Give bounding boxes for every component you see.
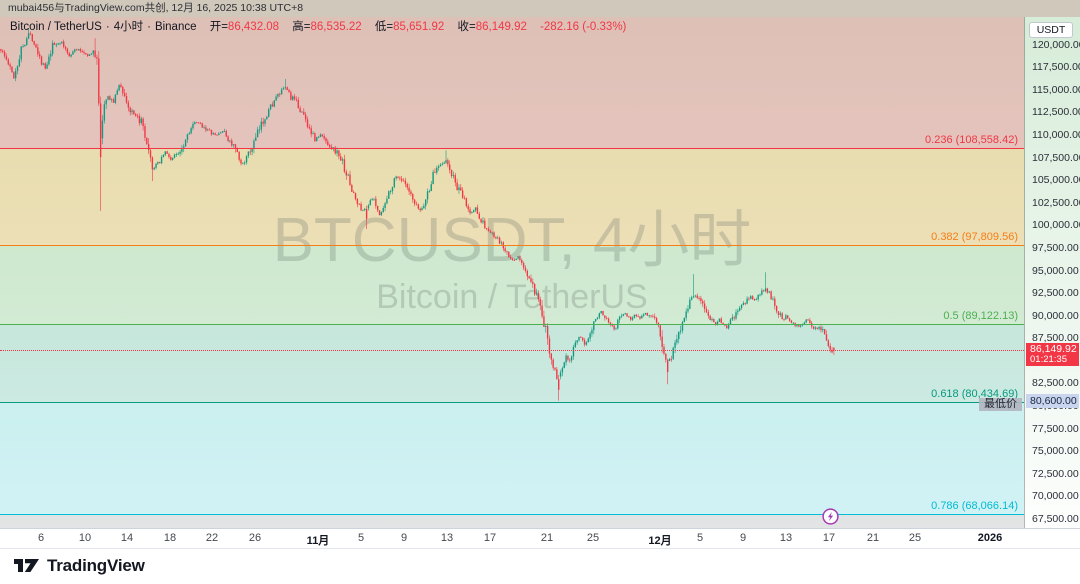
lightning-event-icon[interactable] [822,508,839,525]
fib-zone-0 [0,17,1024,149]
legend-interval: 4小时 [113,21,144,33]
currency-label: USDT [1029,22,1073,38]
price-tick: 105,000.00 [1032,174,1080,187]
price-tick: 70,000.00 [1032,490,1079,503]
price-tick: 120,000.00 [1032,38,1080,51]
price-tick: 67,500.00 [1032,512,1079,525]
time-tick-14: 14 [120,532,134,544]
fib-line-0.236[interactable] [0,148,1024,150]
last-price-badge: 86,149.92 01:21:35 [1026,343,1079,367]
price-tick: 117,500.00 [1032,61,1080,74]
price-tick: 90,000.00 [1032,309,1079,322]
bar-countdown: 01:21:35 [1030,354,1067,366]
price-tick: 95,000.00 [1032,264,1079,277]
legend-symbol: Bitcoin / TetherUS [10,21,102,33]
attribution-bar: mubai456与TradingView.com共创, 12月 16, 2025… [0,0,1080,17]
legend-close: 收=86,149.92 [457,21,527,33]
chart-area: BTCUSDT, 4小时 Bitcoin / TetherUS 0.236 (1… [0,17,1080,528]
time-tick-12月: 12月 [648,535,672,547]
price-tick: 87,500.00 [1032,332,1079,345]
price-tick: 100,000.00 [1032,219,1080,232]
fib-label-0.618: 0.618 (80,434.69) [931,388,1018,401]
legend-open: 开=86,432.08 [209,21,280,33]
price-tick: 75,000.00 [1032,445,1079,458]
lowest-price-badge: 80,600.00 [1026,393,1079,408]
legend-change: -282.16 (-0.33%) [540,21,627,33]
fib-label-0.5: 0.5 (89,122.13) [943,309,1018,322]
time-tick-17: 17 [822,532,836,544]
symbol-legend: Bitcoin / TetherUS · 4小时 · Binance 开=86,432.… [10,21,627,33]
fib-label-0.786: 0.786 (68,066.14) [931,499,1018,512]
time-tick-2026: 2026 [977,532,1003,544]
last-price-line [0,350,1024,352]
price-tick: 92,500.00 [1032,287,1079,300]
fib-zone-1 [0,148,1024,246]
fib-line-0.382[interactable] [0,245,1024,247]
time-tick-5: 5 [357,532,365,544]
price-axis[interactable]: 120,000.00 117,500.00 115,000.00 112,500.00… [1024,17,1080,528]
tradingview-logo-text: TradingView [47,556,145,575]
fib-zone-2 [0,245,1024,324]
attribution-text: mubai456与TradingView.com共创, 12月 16, 2025… [8,2,304,14]
fib-line-0.5[interactable] [0,323,1024,325]
fib-line-0.618[interactable] [0,402,1024,404]
fib-label-0.236: 0.236 (108,558.42) [925,134,1018,147]
legend-high: 高=86,535.22 [292,21,362,33]
time-tick-21: 21 [540,532,554,544]
time-tick-13: 13 [440,532,454,544]
time-tick-26: 26 [248,532,262,544]
time-tick-18: 18 [163,532,177,544]
time-tick-25: 25 [586,532,600,544]
price-tick: 102,500.00 [1032,196,1080,209]
price-tick: 112,500.00 [1032,106,1080,119]
fib-label-0.382: 0.382 (97,809.56) [931,231,1018,244]
lowest-price-label: 最低价 [979,398,1022,412]
price-tick: 97,500.00 [1032,241,1079,254]
legend-exchange: Binance [154,21,197,33]
price-tick: 110,000.00 [1032,128,1080,141]
chart-canvas[interactable] [0,17,1024,528]
price-tick: 107,500.00 [1032,151,1080,164]
time-tick-9: 9 [739,532,747,544]
time-tick-9: 9 [400,532,408,544]
legend-low: 低=85,651.92 [374,21,445,33]
time-tick-6: 6 [37,532,45,544]
fib-line-0.786[interactable] [0,513,1024,515]
fib-zone-3 [0,323,1024,403]
pane-background [0,17,1024,528]
footer-bar: TradingView [0,548,1080,584]
tradingview-logo-icon [14,559,39,572]
price-tick: 77,500.00 [1032,422,1079,435]
time-tick-21: 21 [866,532,880,544]
price-tick: 82,500.00 [1032,377,1079,390]
time-tick-22: 22 [205,532,219,544]
last-price-value: 86,149.92 [1030,343,1077,356]
time-tick-11月: 11月 [306,535,330,547]
time-tick-25: 25 [908,532,922,544]
time-axis[interactable]: 6 10 14 18 22 26 11月 5 9 13 17 21 25 12月 5 9 13 17 21 25 202… [0,528,1080,548]
fib-zone-5 [0,513,1024,528]
price-tick: 115,000.00 [1032,83,1080,96]
time-tick-10: 10 [78,532,92,544]
price-tick: 72,500.00 [1032,467,1079,480]
time-tick-17: 17 [483,532,497,544]
tradingview-logo[interactable]: TradingView [13,556,145,576]
time-tick-5: 5 [696,532,704,544]
fib-zone-4 [0,402,1024,514]
time-tick-13: 13 [779,532,793,544]
